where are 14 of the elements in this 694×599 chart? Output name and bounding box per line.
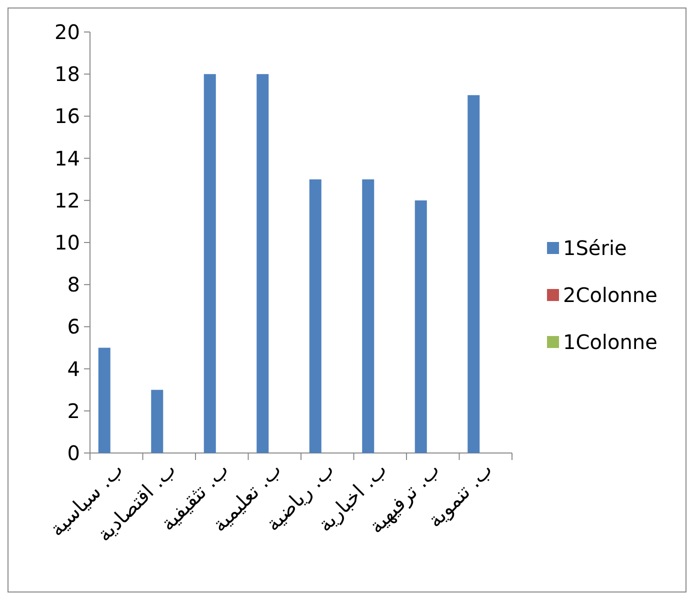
legend-label: 2Colonne xyxy=(563,283,658,307)
y-tick-label: 8 xyxy=(67,272,80,297)
y-tick-label: 0 xyxy=(67,441,80,465)
y-tick-label: 16 xyxy=(54,104,80,128)
y-tick-label: 6 xyxy=(67,314,80,339)
legend-label: 1Colonne xyxy=(563,330,658,354)
legend-label: 1Série xyxy=(563,236,627,260)
y-tick-label: 18 xyxy=(54,62,80,86)
y-tick-label: 20 xyxy=(54,20,80,44)
y-tick-label: 2 xyxy=(67,398,80,423)
y-tick-label: 14 xyxy=(54,146,80,170)
y-tick-label: 4 xyxy=(67,356,80,381)
y-tick-label: 10 xyxy=(54,230,80,254)
y-tick-label: 12 xyxy=(54,188,80,212)
